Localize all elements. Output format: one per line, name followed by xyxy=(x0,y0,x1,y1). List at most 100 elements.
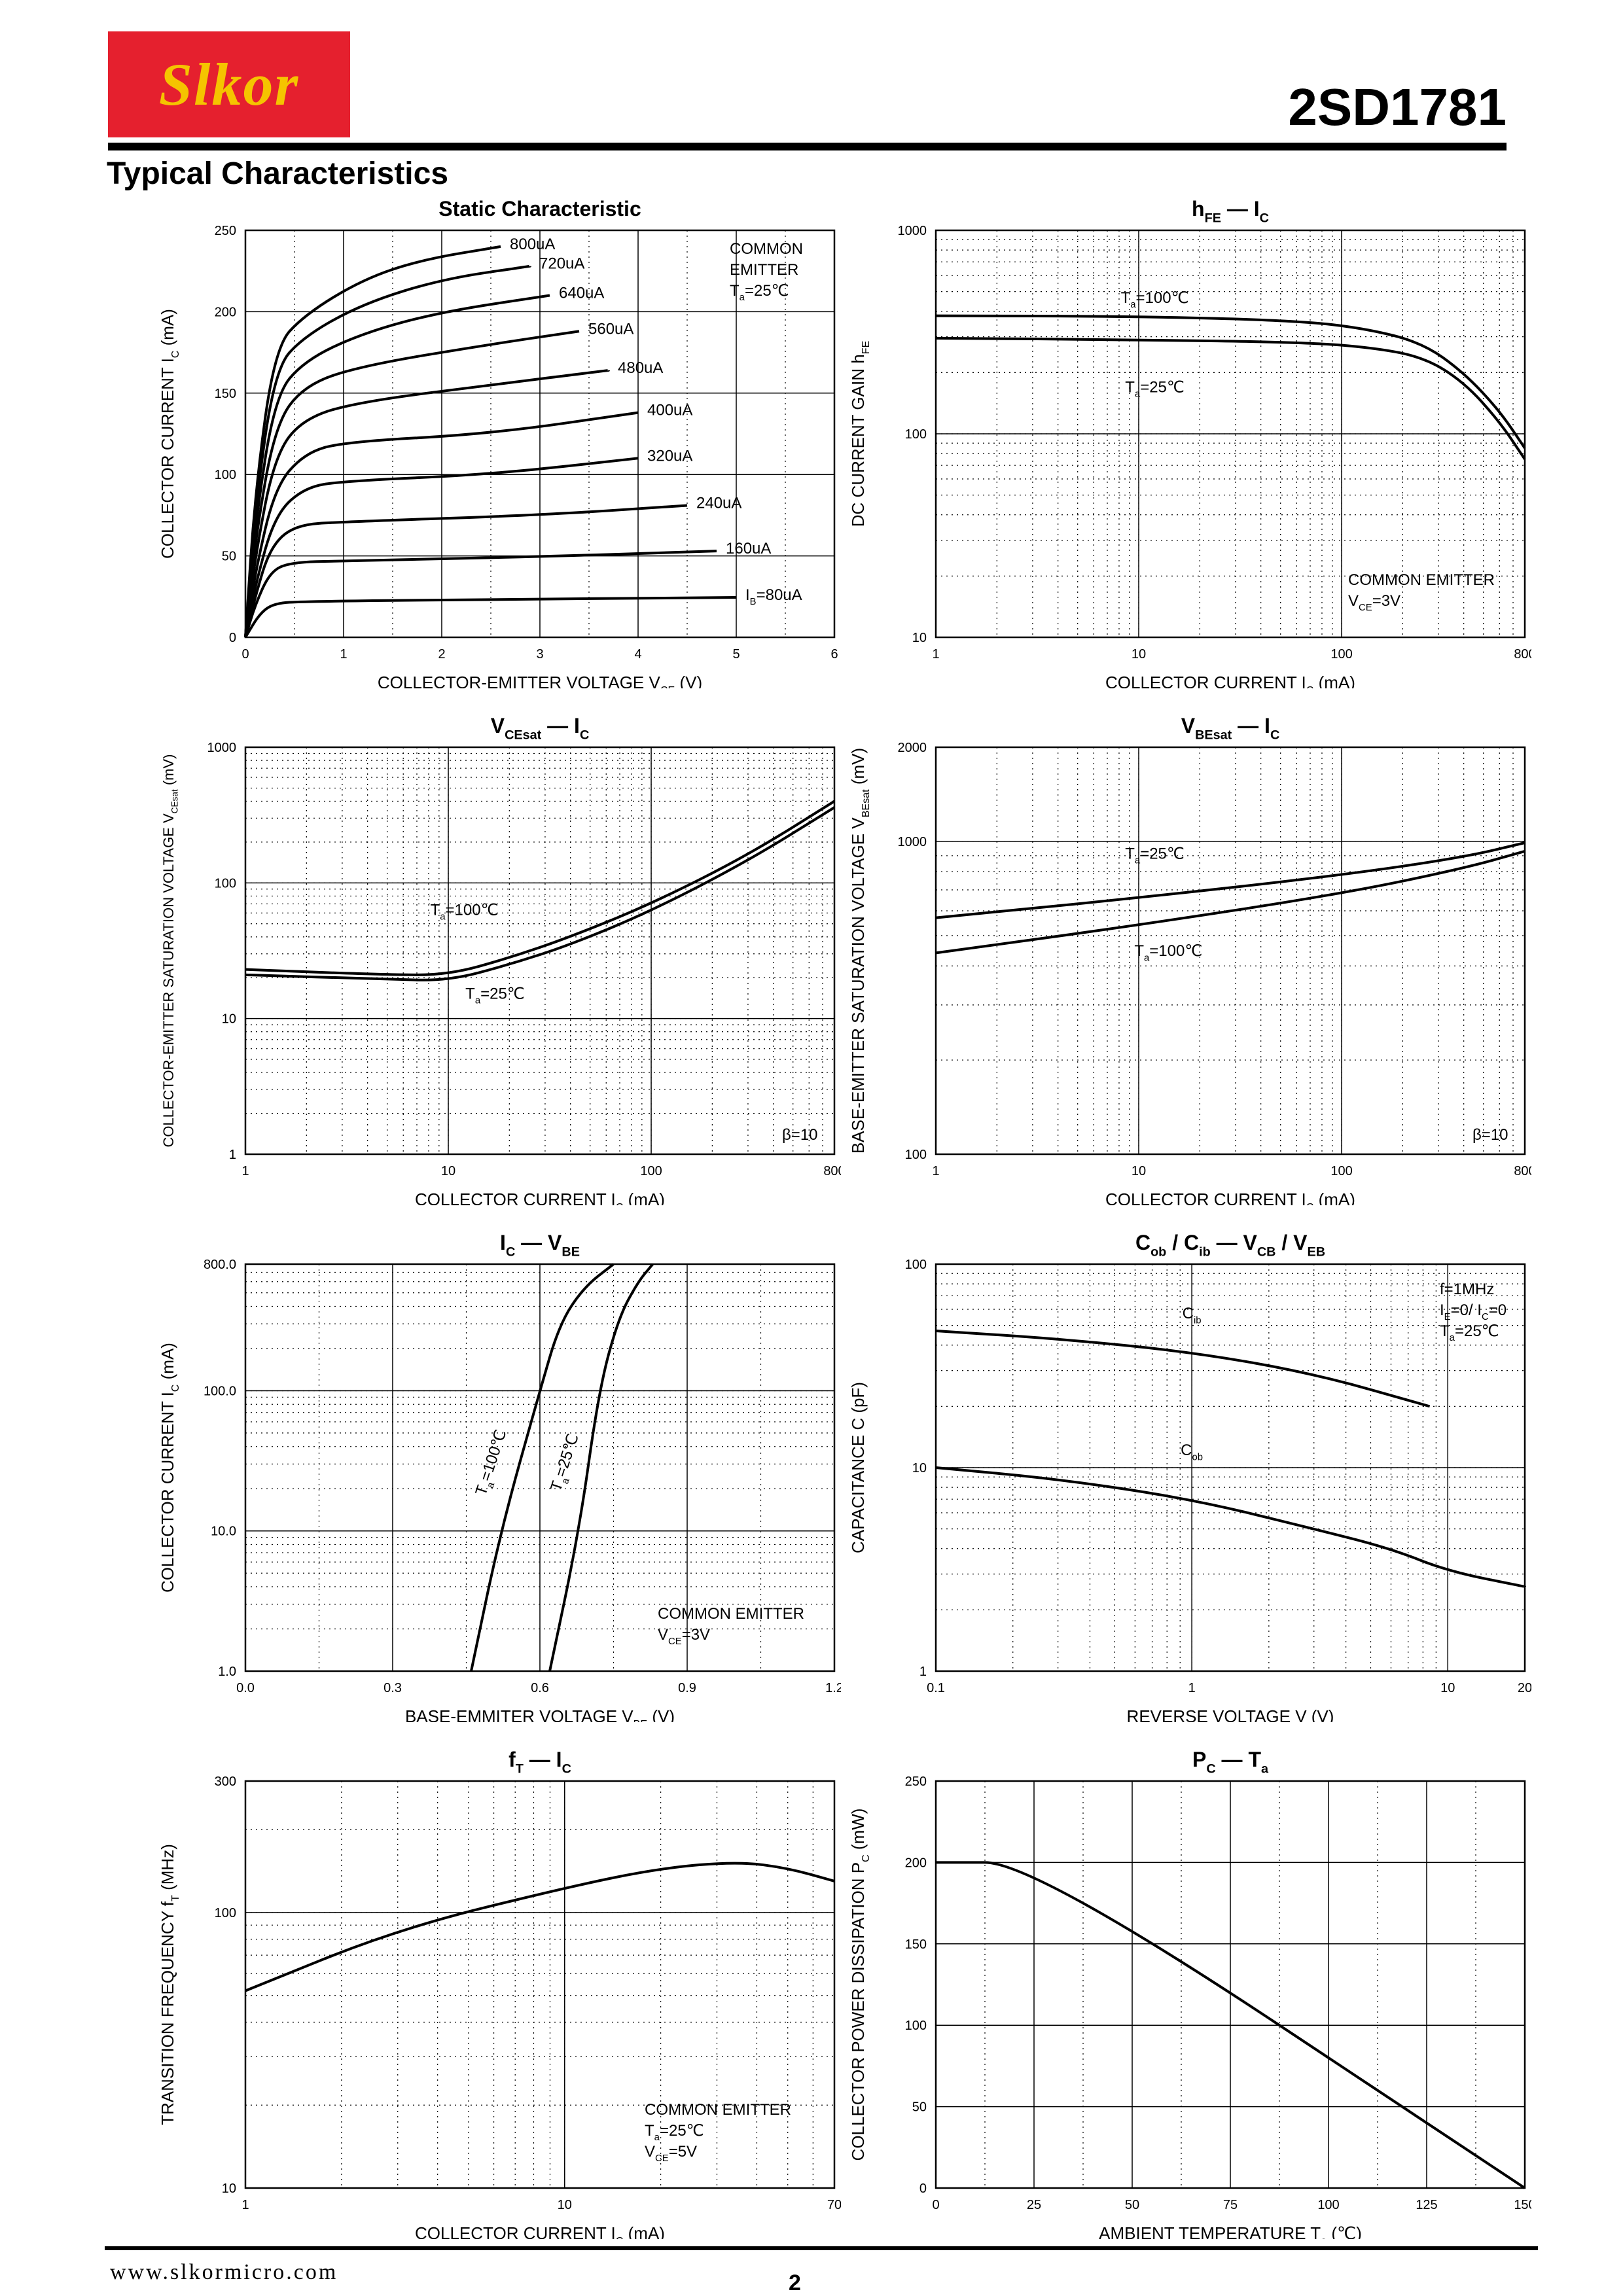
y-tick-label: 100.0 xyxy=(204,1384,236,1398)
series-group xyxy=(936,316,1525,459)
y-tick-label: 100 xyxy=(215,1906,236,1920)
grid xyxy=(245,747,834,1154)
header-divider xyxy=(108,143,1507,150)
chart-title: Cob / Cib — VCB / VEB xyxy=(1135,1231,1325,1260)
series-line-240ua xyxy=(245,505,687,637)
series-label: 560uA xyxy=(588,320,633,338)
chart-title: PC — Ta xyxy=(1192,1748,1269,1776)
annotation-t-a-25: Ta=25℃ xyxy=(1440,1322,1499,1343)
x-axis-label: COLLECTOR CURRENT IC (mA) xyxy=(415,1190,665,1205)
series-line-c-ob xyxy=(936,1468,1525,1587)
series-line-640ua xyxy=(245,296,550,637)
y-tick-label: 50 xyxy=(222,550,236,564)
x-tick-label: 0.6 xyxy=(531,1681,549,1695)
y-tick-label: 150 xyxy=(215,387,236,401)
x-tick-label: 150 xyxy=(1514,2198,1531,2212)
footer-url: www.slkormicro.com xyxy=(110,2260,338,2285)
y-tick-label: 50 xyxy=(912,2100,927,2115)
y-axis-label: COLLECTOR-EMITTER SATURATION VOLTAGE VCE… xyxy=(160,754,180,1147)
series-line-160ua xyxy=(245,551,717,637)
x-tick-label: 0.3 xyxy=(383,1681,402,1695)
annotation-v-ce-3v: VCE=3V xyxy=(658,1626,710,1647)
chart-title: VBEsat — IC xyxy=(1181,714,1280,743)
y-tick-label: 0 xyxy=(919,2181,927,2196)
plot-frame xyxy=(245,747,834,1154)
x-tick-label: 10 xyxy=(1132,647,1146,662)
x-tick-label: 0 xyxy=(932,2198,939,2212)
footer-divider xyxy=(105,2246,1538,2250)
y-tick-label: 0 xyxy=(229,631,236,645)
y-tick-label: 10 xyxy=(912,1461,927,1475)
x-tick-label: 10 xyxy=(558,2198,572,2212)
y-tick-label: 10.0 xyxy=(211,1525,236,1539)
y-tick-label: 1000 xyxy=(207,741,237,755)
x-tick-label: 10 xyxy=(441,1164,455,1178)
y-tick-label: 100 xyxy=(905,2019,927,2033)
series-label: Ta=100℃ xyxy=(472,1428,513,1499)
x-tick-label: 25 xyxy=(1027,2198,1041,2212)
series-label: Ta=100℃ xyxy=(1134,942,1202,963)
series-label: 160uA xyxy=(726,540,771,557)
series-line-560ua xyxy=(245,331,579,637)
series-label: 400uA xyxy=(647,402,692,419)
y-axis-label: COLLECTOR POWER DISSIPATION PC (mW) xyxy=(848,1809,872,2161)
x-axis-label: COLLECTOR-EMITTER VOLTAGE VCE (V) xyxy=(378,673,702,688)
y-tick-label: 300 xyxy=(215,1775,236,1789)
y-tick-label: 100 xyxy=(215,468,236,482)
series-label: Cob xyxy=(1181,1441,1203,1462)
series-line-t-a-25 xyxy=(936,843,1525,918)
y-tick-label: 100 xyxy=(905,1258,927,1272)
chart-svg-vcesat: 1101008001101001000VCEsat — ICCOLLECTOR … xyxy=(121,708,841,1205)
page-number: 2 xyxy=(789,2270,801,2296)
y-tick-label: 10 xyxy=(912,631,927,645)
series-label: 480uA xyxy=(618,359,663,377)
part-number: 2SD1781 xyxy=(1288,77,1507,137)
y-tick-label: 800.0 xyxy=(204,1258,236,1272)
series-line-480ua xyxy=(245,370,609,637)
series-label: 320uA xyxy=(647,447,692,465)
series-label: Ta=25℃ xyxy=(547,1432,586,1494)
series-label: 240uA xyxy=(696,494,741,512)
x-tick-label: 1 xyxy=(932,647,939,662)
series-line-ft-0 xyxy=(245,1863,834,1991)
y-tick-label: 150 xyxy=(905,1937,927,1952)
grid xyxy=(936,1781,1525,2188)
series-group xyxy=(936,843,1525,953)
annotation-emitter: EMITTER xyxy=(730,261,798,279)
series-label: Ta=25℃ xyxy=(1125,379,1185,400)
annotation-common-emitter: COMMON EMITTER xyxy=(1348,571,1495,589)
chart-vcesat-vs-ic: 1101008001101001000VCEsat — ICCOLLECTOR … xyxy=(121,708,841,1205)
chart-vbesat-vs-ic: 11010080010010002000VBEsat — ICCOLLECTOR… xyxy=(812,708,1531,1205)
chart-title: Static Characteristic xyxy=(438,197,641,221)
x-axis-label: REVERSE VOLTAGE V (V) xyxy=(1127,1706,1334,1722)
x-tick-label: 0 xyxy=(241,647,249,662)
y-axis-label: TRANSITION FREQUENCY fT (MHz) xyxy=(158,1844,181,2125)
x-tick-label: 50 xyxy=(1125,2198,1139,2212)
y-tick-label: 250 xyxy=(905,1775,927,1789)
x-tick-label: 10 xyxy=(1132,1164,1146,1178)
section-title: Typical Characteristics xyxy=(107,156,448,192)
logo-text: Slkor xyxy=(159,50,300,119)
x-tick-label: 10 xyxy=(1440,1681,1455,1695)
y-tick-label: 10 xyxy=(222,2181,236,2196)
series-line-t-a-25 xyxy=(245,807,834,980)
series-label: Ta=100℃ xyxy=(431,901,499,922)
series-line-t-a-100 xyxy=(245,802,834,975)
series-line-c-ib xyxy=(936,1331,1430,1406)
series-group xyxy=(245,247,736,637)
chart-svg-vbesat: 11010080010010002000VBEsat — ICCOLLECTOR… xyxy=(812,708,1531,1205)
series-label: 640uA xyxy=(559,285,604,302)
y-tick-label: 1000 xyxy=(898,835,927,849)
series-line-i-b-80ua xyxy=(245,597,736,637)
series-group xyxy=(245,1862,834,1990)
chart-title: fT — IC xyxy=(508,1748,571,1776)
annotation-common-emitter: COMMON EMITTER xyxy=(658,1605,804,1623)
y-tick-label: 200 xyxy=(215,305,236,319)
plot-frame xyxy=(936,747,1525,1154)
chart-title: hFE — IC xyxy=(1192,197,1269,226)
